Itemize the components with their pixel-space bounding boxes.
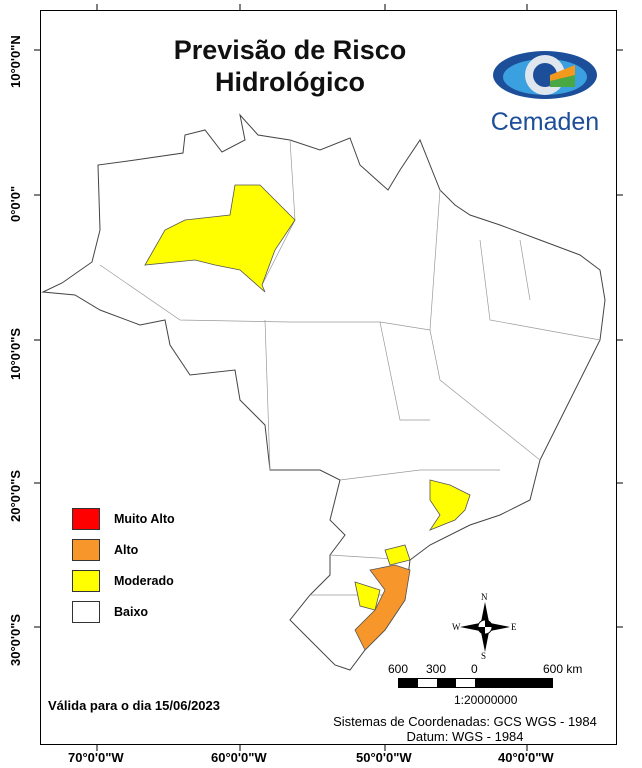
- compass-e: E: [511, 622, 517, 632]
- region-moderado-rs: [354, 581, 381, 611]
- scale-tick: 600: [388, 662, 409, 676]
- eye-logo-icon: [493, 51, 597, 99]
- legend-label: Baixo: [114, 604, 149, 619]
- scale-bar-graphic: [398, 678, 553, 688]
- scale-bar: 600 300 0 600 km 1:20000000: [380, 662, 610, 712]
- legend-label: Muito Alto: [114, 511, 175, 526]
- region-moderado-sudeste: [428, 479, 471, 531]
- scale-tick: 600 km: [543, 662, 583, 676]
- logo-text: Cemaden: [490, 108, 600, 136]
- scale-tick: 300: [426, 662, 447, 676]
- legend-swatch: [72, 569, 100, 592]
- legend-label: Alto: [114, 542, 139, 557]
- legend-swatch: [72, 538, 100, 561]
- cemaden-logo: Cemaden: [490, 45, 600, 136]
- scale-tick: 0: [471, 662, 478, 676]
- compass-rose: N S W E: [450, 592, 520, 661]
- legend-swatch: [72, 507, 100, 530]
- coordinate-info: Sistemas de Coordenadas: GCS WGS - 1984 …: [330, 714, 600, 744]
- compass-s: S: [481, 651, 487, 661]
- lon-label: 50°0'0"W: [356, 750, 412, 765]
- region-moderado-amazonas: [144, 184, 296, 293]
- legend-item: Alto: [72, 534, 175, 565]
- valid-date: Válida para o dia 15/06/2023: [48, 698, 220, 713]
- lon-label: 60°0'0"W: [211, 750, 267, 765]
- region-moderado-sc: [384, 544, 411, 566]
- legend-label: Moderado: [114, 573, 174, 588]
- legend-swatch: [72, 600, 100, 623]
- legend-item: Muito Alto: [72, 503, 175, 534]
- title-line: Hidrológico: [215, 67, 365, 97]
- compass-w: W: [452, 622, 461, 632]
- lon-label: 40°0'0"W: [498, 750, 554, 765]
- datum: Datum: WGS - 1984: [406, 729, 524, 744]
- compass-icon: [460, 602, 510, 652]
- coordinate-system: Sistemas de Coordenadas: GCS WGS - 1984: [333, 714, 597, 729]
- lon-label: 70°0'0"W: [68, 750, 124, 765]
- legend: Muito Alto Alto Moderado Baixo: [72, 503, 175, 627]
- legend-item: Moderado: [72, 565, 175, 596]
- legend-item: Baixo: [72, 596, 175, 627]
- compass-n: N: [481, 592, 488, 602]
- map-frame: [40, 10, 617, 745]
- region-alto-sul: [354, 564, 411, 651]
- map-title: Previsão de Risco Hidrológico: [150, 34, 430, 98]
- title-line: Previsão de Risco: [173, 35, 407, 65]
- scale-ratio: 1:20000000: [454, 693, 518, 707]
